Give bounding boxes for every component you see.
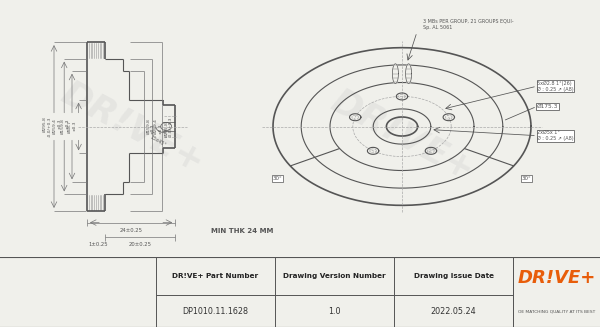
Text: DP1010.11.1628: DP1010.11.1628 (182, 307, 248, 316)
Text: 15x45°: 15x45° (149, 134, 167, 148)
Text: 24±0.25: 24±0.25 (119, 228, 143, 233)
Text: 1±0.25: 1±0.25 (88, 242, 107, 248)
Text: 2xØ5x 1°
Ø : 0.25 ↗ (A8): 2xØ5x 1° Ø : 0.25 ↗ (A8) (537, 130, 574, 141)
Polygon shape (406, 64, 412, 84)
Text: 3 MBs PER GROUP, 21 GROUPS EQUI-
Sp. AL 5061: 3 MBs PER GROUP, 21 GROUPS EQUI- Sp. AL … (423, 19, 514, 30)
Text: Ø68.7
±0.3: Ø68.7 ±0.3 (68, 120, 76, 133)
Text: OE MATCHING QUALITY AT ITS BEST: OE MATCHING QUALITY AT ITS BEST (518, 310, 595, 314)
Text: DR!VE+: DR!VE+ (517, 269, 596, 287)
Text: Ø259.4
±0.3: Ø259.4 ±0.3 (154, 119, 163, 134)
Text: Ø159.8
±0.3: Ø159.8 ±0.3 (61, 119, 70, 134)
Polygon shape (392, 64, 398, 84)
Text: 1.0: 1.0 (328, 307, 341, 316)
Text: 30°: 30° (521, 176, 531, 181)
Text: 5xØ2.8 1°(26)
Ø : 0.25 ↗ (A8): 5xØ2.8 1°(26) Ø : 0.25 ↗ (A8) (537, 81, 574, 92)
Text: DR!VE+: DR!VE+ (325, 84, 479, 188)
Text: Ø159.8
±0.3: Ø159.8 ±0.3 (146, 119, 155, 134)
Text: Ø295.8
-0.0/+0.3: Ø295.8 -0.0/+0.3 (43, 116, 52, 137)
Text: MIN THK 24 MM: MIN THK 24 MM (211, 228, 274, 234)
Text: 2022.05.24: 2022.05.24 (431, 307, 476, 316)
Text: DR!VE+: DR!VE+ (55, 77, 209, 180)
Text: DR!VE+ Part Number: DR!VE+ Part Number (172, 273, 259, 279)
Text: Ø295.8
-0.0/+0.3: Ø295.8 -0.0/+0.3 (164, 116, 173, 137)
Text: 20±0.25: 20±0.25 (128, 242, 152, 248)
Text: Drawing Version Number: Drawing Version Number (283, 273, 386, 279)
Text: Ø175.3: Ø175.3 (537, 104, 559, 109)
Text: Ø259.4
±0.3: Ø259.4 ±0.3 (53, 119, 62, 134)
Text: Drawing Issue Date: Drawing Issue Date (413, 273, 493, 279)
Text: 30°: 30° (273, 176, 283, 181)
